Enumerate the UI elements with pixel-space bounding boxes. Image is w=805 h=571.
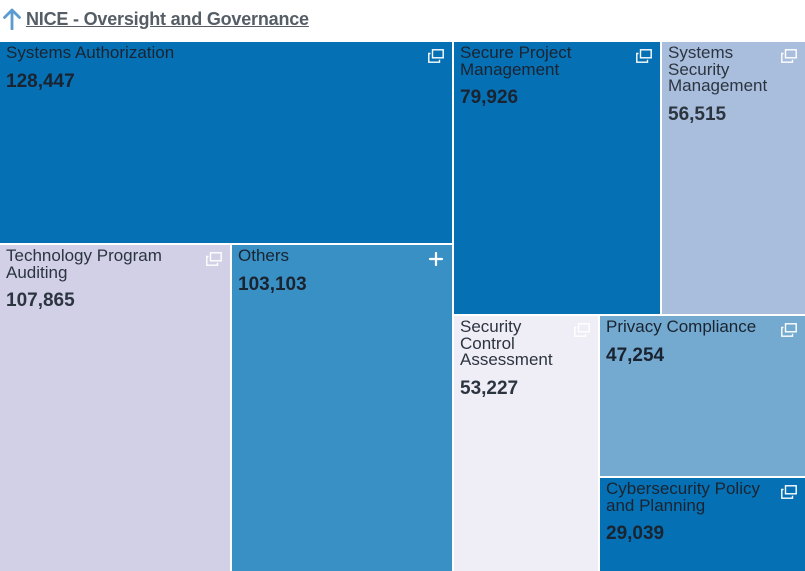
tile-label: Systems Security Management	[668, 43, 768, 95]
tile-label: Technology Program Auditing	[6, 246, 162, 282]
tile-label: Secure Project Management	[460, 43, 572, 79]
tile-value: 29,039	[606, 523, 665, 544]
tile-label: Others	[238, 246, 290, 265]
treemap-tile-systems-authorization[interactable]: Systems Authorization 128,447	[0, 42, 452, 243]
expand-window-icon[interactable]	[636, 49, 652, 63]
treemap-tile-secure-project-management[interactable]: Secure Project Management 79,926	[454, 42, 660, 314]
treemap-tile-technology-program-auditing[interactable]: Technology Program Auditing 107,865	[0, 245, 230, 571]
expand-window-icon[interactable]	[206, 252, 222, 266]
tile-label: Cybersecurity Policy and Planning	[606, 479, 760, 515]
plus-icon[interactable]	[428, 252, 444, 266]
expand-window-icon[interactable]	[781, 323, 797, 337]
chart-header: NICE - Oversight and Governance	[2, 6, 309, 32]
arrow-up-icon[interactable]	[2, 8, 22, 30]
tile-value: 53,227	[460, 377, 519, 399]
treemap-tile-others[interactable]: Others 103,103	[232, 245, 452, 571]
treemap-tile-cybersecurity-policy-and-planning[interactable]: Cybersecurity Policy and Planning 29,039	[600, 478, 805, 571]
tile-value: 103,103	[238, 273, 307, 295]
tile-label: Systems Authorization	[6, 43, 175, 62]
treemap-tile-security-control-assessment[interactable]: Security Control Assessment 53,227	[454, 316, 598, 571]
expand-window-icon[interactable]	[781, 485, 797, 499]
tile-value: 79,926	[460, 87, 519, 108]
expand-window-icon[interactable]	[781, 49, 797, 63]
tile-value: 56,515	[668, 103, 727, 125]
tile-value: 107,865	[6, 290, 75, 311]
expand-window-icon[interactable]	[574, 323, 590, 337]
tile-value: 128,447	[6, 70, 75, 92]
tile-label: Security Control Assessment	[460, 317, 553, 369]
treemap-tile-systems-security-management[interactable]: Systems Security Management 56,515	[662, 42, 805, 314]
tile-value: 47,254	[606, 344, 665, 366]
drill-up-title-link[interactable]: NICE - Oversight and Governance	[26, 8, 309, 29]
expand-window-icon[interactable]	[428, 49, 444, 63]
tile-label: Privacy Compliance	[606, 317, 757, 336]
treemap-tile-privacy-compliance[interactable]: Privacy Compliance 47,254	[600, 316, 805, 476]
